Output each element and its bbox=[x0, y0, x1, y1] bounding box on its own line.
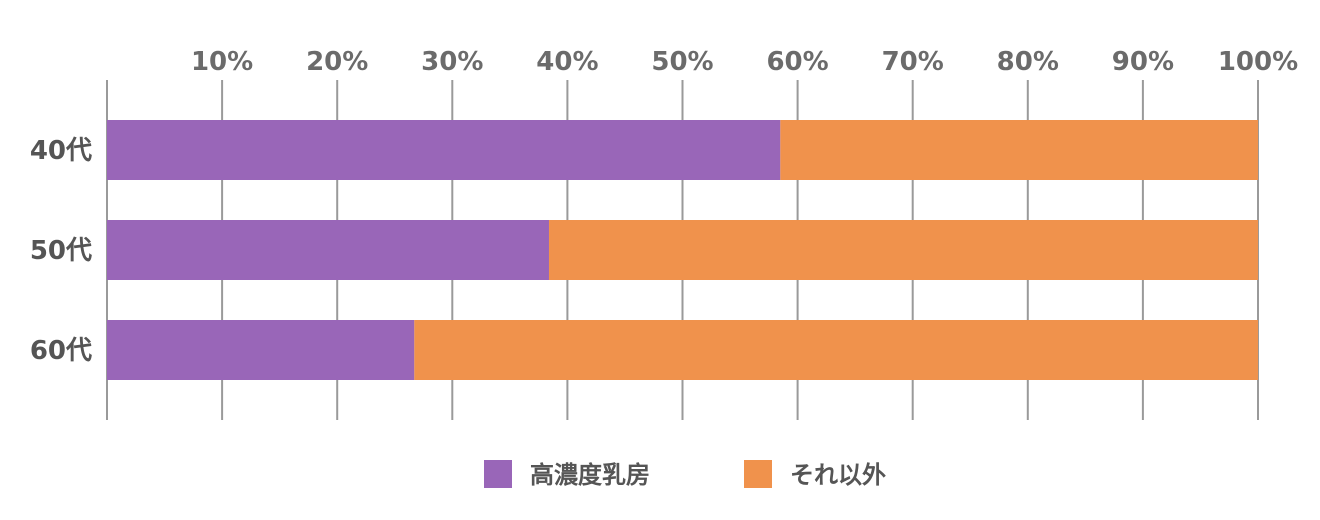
bar-60代-それ以外 bbox=[414, 320, 1258, 380]
x-tick-label: 80% bbox=[997, 47, 1059, 77]
bar-40代-高濃度乳房 bbox=[107, 120, 781, 180]
x-tick-label: 90% bbox=[1112, 47, 1174, 77]
bar-60代-高濃度乳房 bbox=[107, 320, 415, 380]
bar-50代-それ以外 bbox=[548, 220, 1258, 280]
x-tick-label: 40% bbox=[536, 47, 598, 77]
legend-swatch-1 bbox=[744, 460, 772, 488]
x-tick-label: 20% bbox=[306, 47, 368, 77]
legend: 高濃度乳房 それ以外 bbox=[484, 460, 886, 489]
bar-50代-高濃度乳房 bbox=[107, 220, 549, 280]
bar-40代-それ以外 bbox=[780, 120, 1258, 180]
x-tick-label: 100% bbox=[1218, 47, 1298, 77]
legend-label: 高濃度乳房 bbox=[530, 461, 650, 489]
category-labels: 40代 50代 60代 bbox=[30, 136, 92, 366]
legend-swatch-0 bbox=[484, 460, 512, 488]
x-tick-label: 60% bbox=[766, 47, 828, 77]
x-tick-label: 10% bbox=[191, 47, 253, 77]
x-tick-label: 30% bbox=[421, 47, 483, 77]
category-label: 50代 bbox=[30, 236, 92, 266]
bars bbox=[107, 120, 1258, 380]
legend-label: それ以外 bbox=[790, 461, 886, 489]
x-axis-ticks: 10% 20% 30% 40% 50% 60% 70% 80% 90% 100% bbox=[191, 47, 1298, 77]
category-label: 40代 bbox=[30, 136, 92, 166]
category-label: 60代 bbox=[30, 336, 92, 366]
x-tick-label: 70% bbox=[882, 47, 944, 77]
x-tick-label: 50% bbox=[651, 47, 713, 77]
